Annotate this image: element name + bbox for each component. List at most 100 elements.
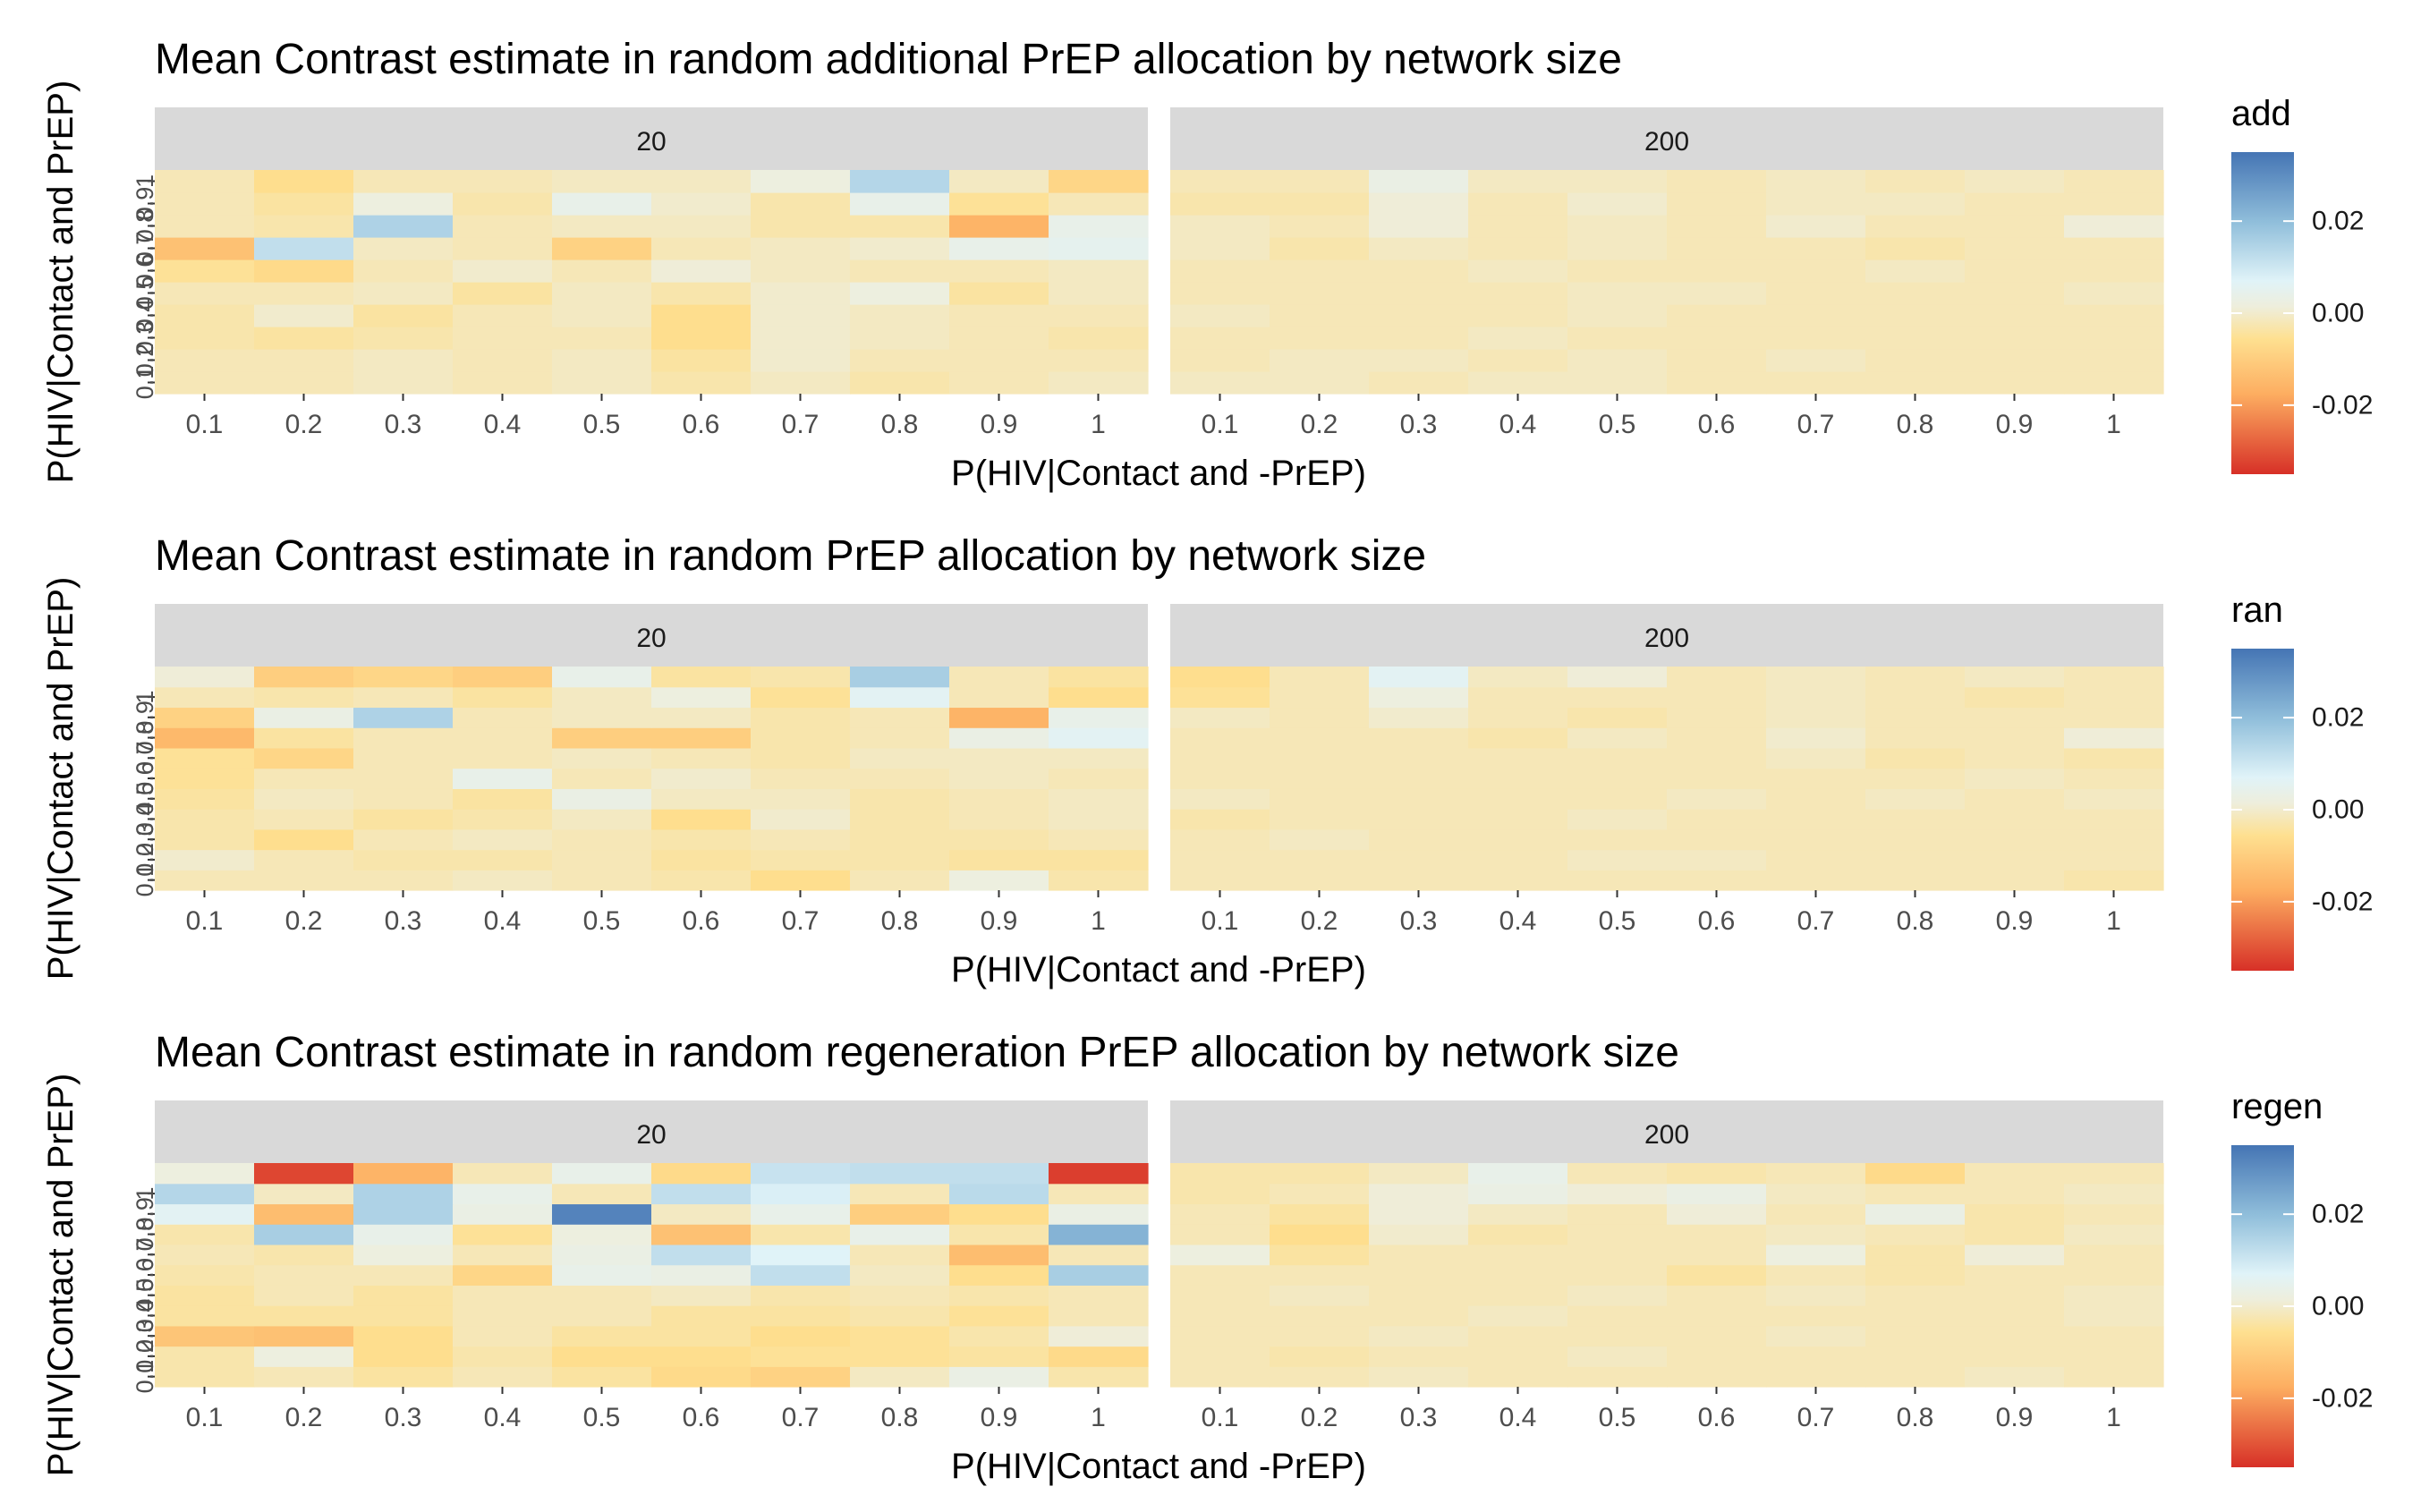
heatmap-cell (1369, 349, 1469, 372)
heatmap-cell (254, 170, 354, 193)
heatmap-cell (155, 707, 255, 728)
heatmap-cell (1766, 727, 1866, 749)
heatmap-cell (1170, 1203, 1270, 1225)
heatmap-cell (1270, 1325, 1370, 1347)
heatmap-cell (1369, 1163, 1469, 1185)
heatmap-cell (1766, 707, 1866, 728)
heatmap-cell (155, 1163, 255, 1185)
heatmap-cell (751, 849, 851, 871)
heatmap-cell (1049, 828, 1149, 851)
heatmap-cell (1766, 1163, 1866, 1185)
heatmap-cell (552, 349, 652, 372)
heatmap-cell (1667, 349, 1767, 372)
heatmap-cell (1567, 192, 1668, 216)
heatmap-cell (552, 747, 652, 769)
x-axis-label: P(HIV|Contact and -PrEP) (951, 1447, 1366, 1486)
y-axis-label: P(HIV|Contact and PrEP) (41, 577, 81, 981)
heatmap-cell (1667, 170, 1767, 193)
heatmap-cell (1667, 1325, 1767, 1347)
heatmap-cell (353, 371, 454, 395)
heatmap-cell (254, 788, 354, 810)
heatmap-cell (552, 1163, 652, 1185)
heatmap-cell (1270, 349, 1370, 372)
x-axis-label: P(HIV|Contact and -PrEP) (951, 454, 1366, 493)
heatmap-cell (751, 259, 851, 283)
heatmap-cell (850, 1163, 950, 1185)
heatmap-cell (353, 192, 454, 216)
heatmap-cell (1270, 667, 1370, 688)
heatmap-cell (1170, 1285, 1270, 1306)
heatmap-cell (1468, 1244, 1568, 1266)
heatmap-cell (155, 809, 255, 830)
heatmap-cell (353, 1325, 454, 1347)
heatmap-cell (850, 667, 950, 688)
x-tick-label: 0.2 (285, 906, 323, 936)
heatmap-cell (155, 215, 255, 238)
heatmap-cell (1865, 1285, 1966, 1306)
heatmap-cell (1965, 870, 2065, 891)
heatmap-cell (1766, 667, 1866, 688)
heatmap-cell (552, 1244, 652, 1266)
heatmap-cell (1965, 192, 2065, 216)
heatmap-cell (353, 282, 454, 305)
heatmap-cell (651, 727, 752, 749)
heatmap-cell (552, 259, 652, 283)
heatmap-cell (254, 1183, 354, 1205)
heatmap-cell (1865, 327, 1966, 350)
facet-strip (1170, 604, 2163, 667)
heatmap-cell (1270, 727, 1370, 749)
heatmap-cell (254, 192, 354, 216)
heatmap-cell (2064, 259, 2164, 283)
heatmap-cell (949, 707, 1049, 728)
heatmap-cell (1049, 1264, 1149, 1286)
heatmap-cell (651, 809, 752, 830)
heatmap-cell (453, 1203, 553, 1225)
heatmap-cell (155, 1183, 255, 1205)
heatmap-cell (1468, 259, 1568, 283)
heatmap-cell (1567, 304, 1668, 327)
heatmap-cell (1170, 215, 1270, 238)
heatmap-cell (1865, 768, 1966, 789)
heatmap-cell (949, 371, 1049, 395)
heatmap-cell (651, 327, 752, 350)
x-tick-label: 0.9 (981, 1403, 1018, 1432)
heatmap-cell (1468, 1163, 1568, 1185)
heatmap-cell (751, 747, 851, 769)
y-tick-label: 0.2 (132, 843, 158, 877)
x-tick-label: 1 (2106, 410, 2121, 439)
heatmap-cell (155, 1264, 255, 1286)
heatmap-cell (1369, 192, 1469, 216)
heatmap-cell (2064, 170, 2164, 193)
heatmap-cell (1865, 371, 1966, 395)
heatmap-cell (850, 215, 950, 238)
heatmap-cell (1667, 788, 1767, 810)
heatmap-cell (1049, 1285, 1149, 1306)
heatmap-cell (353, 768, 454, 789)
heatmap-cell (949, 1305, 1049, 1327)
heatmap-cell (254, 828, 354, 851)
chart-title: Mean Contrast estimate in random PrEP al… (155, 532, 1426, 580)
x-tick-label: 0.6 (1698, 410, 1736, 439)
legend-tick-label: 0.02 (2312, 1200, 2364, 1229)
heatmap-cell (1567, 1183, 1668, 1205)
heatmap-cell (850, 686, 950, 709)
heatmap-cell (453, 768, 553, 789)
heatmap-cell (1270, 768, 1370, 789)
y-tick-label: 0.1 (132, 863, 158, 897)
heatmap-cell (1049, 259, 1149, 283)
x-tick-label: 0.5 (1599, 1403, 1636, 1432)
heatmap-cell (155, 768, 255, 789)
facet-strip (155, 604, 1148, 667)
heatmap-cell (1468, 1305, 1568, 1327)
heatmap-cell (1567, 870, 1668, 891)
heatmap-cell (1766, 1366, 1866, 1388)
heatmap-cell (552, 1325, 652, 1347)
heatmap-cell (453, 1264, 553, 1286)
heatmap-cell (453, 747, 553, 769)
legend-title: add (2231, 94, 2291, 133)
heatmap-cell (651, 192, 752, 216)
heatmap-cell (1170, 349, 1270, 372)
heatmap-cell (1170, 667, 1270, 688)
heatmap-cell (254, 327, 354, 350)
heatmap-cell (1667, 1224, 1767, 1245)
